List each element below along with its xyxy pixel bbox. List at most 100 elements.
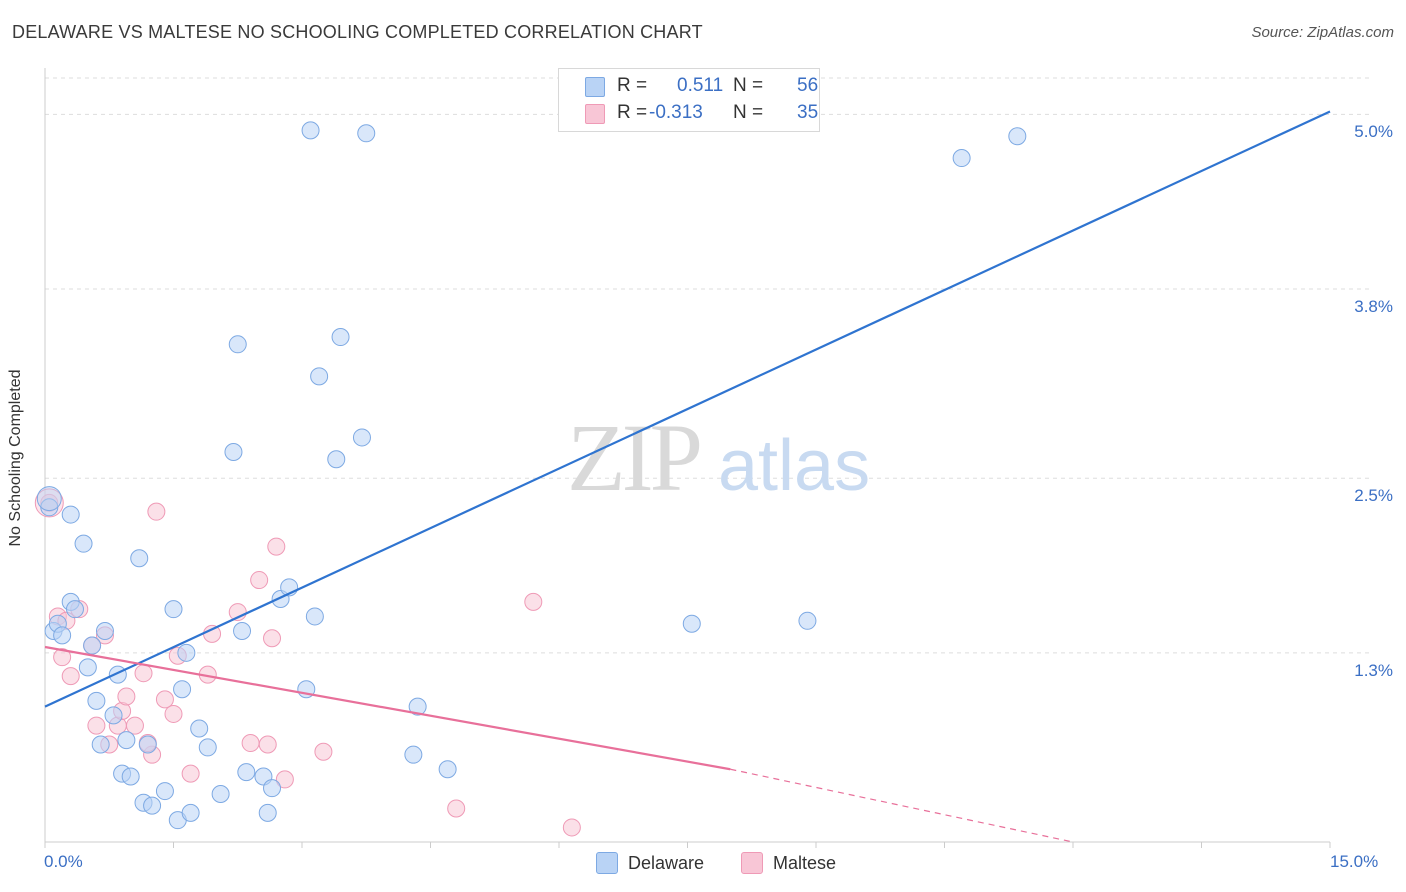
maltese-point [134,664,153,683]
delaware-point [408,697,427,716]
delaware-point [143,796,162,815]
maltese-point [562,818,581,837]
delaware-point [87,691,106,710]
delaware-point [95,621,114,640]
maltese-point [267,537,286,556]
delaware-point [65,600,84,619]
delaware-point [130,549,149,568]
maltese-point [275,770,294,789]
maltese-point [125,716,144,735]
delaware-point [155,782,174,801]
delaware-point [352,428,371,447]
delaware-point [211,784,230,803]
maltese-n-value: 35 [797,102,819,123]
delaware-point [798,611,817,630]
delaware-point [74,534,93,553]
maltese-point [314,742,333,761]
legend-item-delaware: Delaware [596,852,704,874]
delaware-point [198,738,217,757]
delaware-point [404,745,423,764]
delaware-point [177,643,196,662]
maltese-point [181,764,200,783]
maltese-point [447,799,466,818]
maltese-point [250,571,269,590]
delaware-point [91,735,110,754]
delaware-point [164,600,183,619]
delaware-series [36,121,1027,830]
delaware-point [173,680,192,699]
delaware-point [181,803,200,822]
axes [44,68,1331,848]
delaware-point [121,767,140,786]
delaware-point [138,735,157,754]
maltese-point [117,687,136,706]
delaware-point [53,626,72,645]
x-tick-min: 0.0% [44,852,83,871]
grid [45,77,1370,654]
delaware-point [61,505,80,524]
x-tick-max: 15.0% [1330,852,1379,871]
y-tick-label: 5.0% [1354,122,1393,142]
delaware-point [263,779,282,798]
delaware-point [224,442,243,461]
delaware-r-label: R = [617,75,648,96]
delaware-r-value: 0.511 [677,75,724,96]
delaware-point [258,803,277,822]
maltese-point [263,629,282,648]
delaware-point-large [36,486,62,512]
maltese-series [34,488,581,837]
maltese-point [155,690,174,709]
maltese-r-value: -0.313 [649,102,703,123]
delaware-point [237,763,256,782]
delaware-point [331,328,350,347]
y-tick-label: 1.3% [1354,660,1393,680]
maltese-point [61,667,80,686]
y-tick-label: 3.8% [1354,297,1393,316]
maltese-trend-line [44,645,731,771]
delaware-point [438,760,457,779]
maltese-point [241,734,260,753]
delaware-point [78,658,97,677]
delaware-legend-swatch [596,852,618,874]
maltese-legend-swatch [741,852,763,874]
maltese-r-label: R = [617,102,648,123]
delaware-legend-label: Delaware [628,852,705,873]
delaware-point [233,621,252,640]
delaware-n-label: N = [733,75,764,96]
maltese-trend-extension [730,768,1074,843]
maltese-swatch [585,104,605,124]
stats-legend: R = 0.511 N = 56 R = -0.313 N = 35 [558,68,820,132]
maltese-point [147,502,166,521]
delaware-trend-line [44,110,1331,708]
watermark-atlas: atlas [718,426,870,506]
delaware-point [83,636,102,655]
delaware-point [1008,127,1027,146]
delaware-point [117,731,136,750]
maltese-n-label: N = [733,102,764,123]
watermark: ZIP atlas [567,404,870,511]
delaware-swatch [585,77,605,97]
delaware-n-value: 56 [797,75,819,96]
delaware-point [305,607,324,626]
delaware-point [310,367,329,386]
delaware-point [327,450,346,469]
trend-lines [44,110,1331,843]
delaware-point [357,124,376,143]
maltese-point [524,592,543,611]
source-label: Source: ZipAtlas.com [1251,24,1394,41]
delaware-point [952,149,971,168]
maltese-point [164,704,183,723]
watermark-zip: ZIP [567,404,700,511]
maltese-point [53,648,72,667]
chart-title: DELAWARE VS MALTESE NO SCHOOLING COMPLET… [12,22,703,42]
maltese-point [203,624,222,643]
maltese-point [258,735,277,754]
maltese-legend-label: Maltese [773,852,837,873]
delaware-point [682,614,701,633]
delaware-point [190,719,209,738]
delaware-point [301,121,320,140]
maltese-point [87,716,106,735]
legend-item-maltese: Maltese [741,852,836,874]
delaware-point [104,706,123,725]
